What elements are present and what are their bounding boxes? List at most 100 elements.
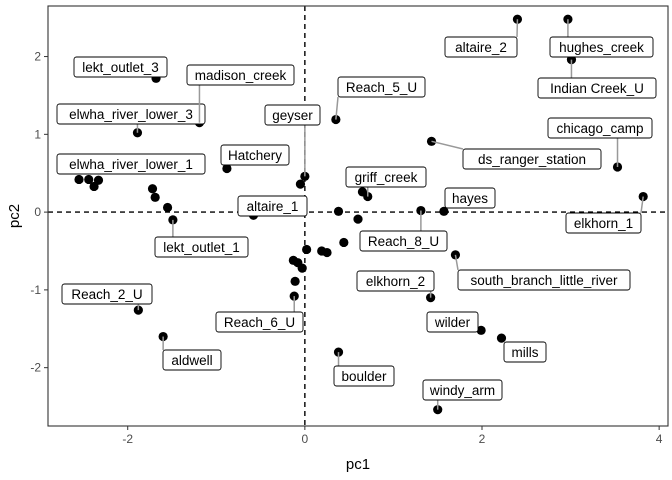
label-text: geyser: [272, 108, 313, 123]
label-text: boulder: [341, 369, 387, 384]
y-axis-title: pc2: [6, 204, 23, 228]
point-label: chicago_camp: [547, 117, 653, 167]
label-box: [333, 365, 395, 387]
label-box: [462, 148, 602, 170]
label-leader-line: [454, 254, 459, 271]
plot-frame: [47, 5, 669, 427]
x-axis-title: pc1: [346, 456, 370, 473]
label-text: ds_ranger_station: [478, 152, 586, 167]
y-tick-label: 0: [34, 205, 41, 219]
label-text: chicago_camp: [556, 121, 643, 136]
label-text: elwha_river_lower_1: [69, 157, 193, 172]
y-tick-label: -2: [30, 361, 41, 375]
label-box: [549, 36, 654, 58]
data-point: [290, 276, 300, 286]
label-text: elwha_river_lower_3: [69, 107, 193, 122]
y-tick-label: 2: [34, 50, 41, 64]
point-label: Reach_8_U: [359, 210, 448, 252]
point-label: geyser: [264, 104, 321, 177]
point-label: windy_arm: [422, 379, 503, 410]
label-text: Reach_6_U: [224, 315, 295, 330]
label-box: [444, 36, 518, 58]
y-tick-label: -1: [30, 283, 41, 297]
label-text: elkhorn_2: [366, 274, 425, 289]
label-text: Reach_2_U: [71, 287, 142, 302]
data-point: [222, 163, 232, 174]
label-text: elkhorn_1: [574, 216, 633, 231]
point-labels: lekt_outlet_1 lekt_outlet_3 elwha_river_lo…: [56, 19, 657, 410]
label-text: Reach_8_U: [368, 234, 439, 249]
label-box: [154, 236, 249, 258]
label-box: [356, 270, 435, 292]
label-leader-line: [431, 140, 464, 150]
data-point: [147, 184, 158, 194]
point-label: lekt_outlet_3: [73, 56, 168, 78]
label-text: altaire_2: [455, 40, 507, 55]
point-label: altaire_1: [237, 195, 308, 217]
label-box: [215, 311, 304, 333]
point-label: ds_ranger_station: [431, 140, 602, 170]
data-point: [74, 174, 84, 185]
point-label: Reach_6_U: [215, 296, 304, 333]
point-label: south_branch_little_river: [454, 254, 631, 291]
point-label: elkhorn_1: [565, 196, 644, 234]
point-label: elwha_river_lower_3: [56, 103, 206, 133]
point-label: griff_creek: [345, 166, 427, 197]
data-point: [297, 263, 307, 273]
y-tick-label: 1: [34, 127, 41, 141]
data-points: [74, 14, 648, 415]
point-label: boulder: [333, 352, 395, 387]
data-point: [302, 244, 312, 255]
point-label: wilder: [426, 311, 479, 333]
label-text: Hatchery: [228, 148, 282, 163]
label-box: [264, 104, 321, 126]
point-label: hayes: [444, 187, 496, 209]
label-box: [56, 103, 206, 125]
label-box: [503, 341, 547, 363]
data-point: [496, 333, 507, 343]
label-text: hughes_creek: [559, 40, 644, 55]
label-box: [359, 230, 448, 252]
data-point: [476, 325, 486, 335]
label-box: [547, 117, 653, 139]
label-box: [162, 349, 222, 371]
data-point: [150, 192, 160, 202]
label-box: [426, 311, 479, 333]
label-box: [422, 379, 503, 401]
point-label: aldwell: [162, 336, 222, 371]
label-text: madison_creek: [195, 68, 287, 83]
label-text: windy_arm: [429, 383, 495, 398]
label-box: [337, 76, 426, 98]
data-point: [333, 206, 344, 216]
label-leader-line: [640, 196, 644, 214]
label-text: altaire_1: [247, 199, 299, 214]
data-point: [84, 174, 94, 185]
point-label: lekt_outlet_1: [154, 219, 249, 258]
point-label: mills: [503, 341, 547, 363]
label-box: [565, 212, 642, 234]
label-text: wilder: [434, 315, 471, 330]
data-point: [162, 202, 173, 213]
label-text: aldwell: [171, 353, 212, 368]
data-point: [339, 237, 349, 248]
label-box: [186, 64, 295, 86]
label-text: Indian Creek_U: [550, 81, 644, 96]
x-tick-label: 4: [656, 432, 663, 446]
data-point: [322, 247, 332, 258]
label-text: lekt_outlet_3: [82, 60, 159, 75]
x-tick-label: -2: [122, 432, 133, 446]
label-box: [457, 269, 631, 291]
label-box: [345, 166, 427, 188]
label-box: [73, 56, 168, 78]
label-text: lekt_outlet_1: [163, 240, 240, 255]
point-label: elwha_river_lower_1: [56, 153, 206, 175]
label-text: mills: [512, 345, 539, 360]
label-box: [56, 153, 206, 175]
label-leader-line: [335, 96, 339, 120]
data-point: [93, 175, 104, 185]
x-tick-label: 2: [479, 432, 486, 446]
data-point: [638, 191, 648, 202]
label-box: [61, 283, 153, 305]
point-label: Indian Creek_U: [537, 59, 657, 99]
